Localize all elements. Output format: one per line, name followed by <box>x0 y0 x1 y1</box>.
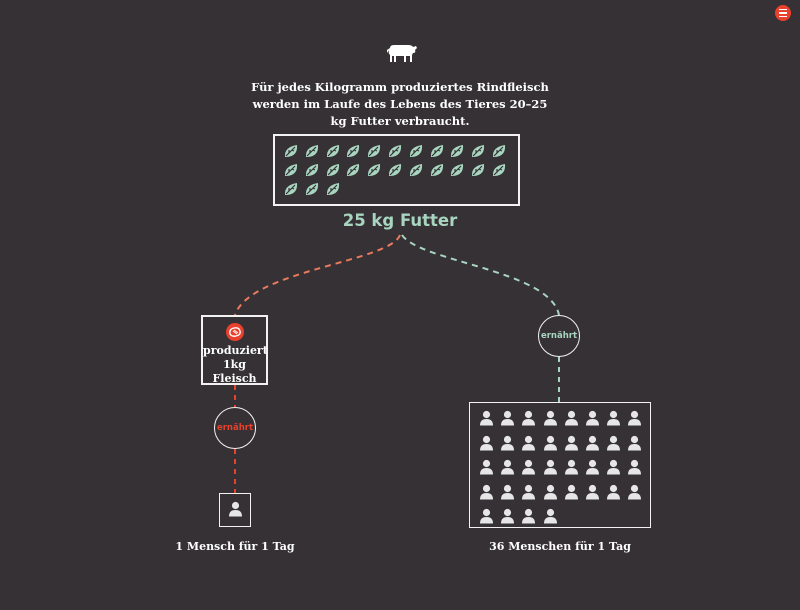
feeds-circle-meat: ernährt <box>214 407 256 449</box>
person-icon <box>480 459 493 475</box>
leaf-icon <box>492 145 506 157</box>
person-icon <box>229 501 242 517</box>
leaf-icon <box>305 164 318 176</box>
person-icon <box>522 435 536 450</box>
menu-icon-bar <box>779 12 787 14</box>
leaf-icon <box>409 145 422 157</box>
leaf-icon <box>451 164 464 176</box>
meat-label-line2: 1kg Fleisch <box>212 358 257 385</box>
person-icon <box>480 508 493 524</box>
meat-box: produziert 1kg Fleisch <box>201 315 268 385</box>
person-icon <box>543 459 557 475</box>
leaf-icon <box>326 183 339 195</box>
person-icon <box>628 484 642 499</box>
person-icon <box>607 484 621 499</box>
steak-icon <box>225 323 244 341</box>
leaf-icon <box>305 183 318 195</box>
leaf-icon <box>305 145 318 157</box>
single-person-box <box>219 493 251 527</box>
person-icon <box>564 459 578 475</box>
feed-box <box>273 134 520 206</box>
intro-text: Für jedes Kilogramm produziertes Rindfle… <box>251 80 549 128</box>
feeds-circle-feed: ernährt <box>538 315 580 357</box>
person-icon <box>543 410 557 426</box>
leaf-icon <box>492 164 506 176</box>
feed-to-people-line <box>401 234 560 316</box>
person-icon <box>628 410 642 426</box>
meat-label-line1: produziert <box>203 344 268 357</box>
leaf-icon <box>347 145 360 157</box>
leaf-icon <box>284 145 298 157</box>
person-icon <box>501 459 515 475</box>
person-icon <box>543 484 557 499</box>
leaf-icon <box>388 145 402 157</box>
leaf-icon <box>368 164 381 176</box>
person-icon <box>564 435 578 450</box>
person-icon <box>501 435 515 450</box>
meat-path-caption: 1 Mensch für 1 Tag <box>175 540 295 553</box>
leaf-icon <box>347 164 360 176</box>
person-icon <box>522 459 536 475</box>
menu-icon-bar <box>779 15 787 18</box>
people-box <box>469 402 651 528</box>
menu-icon-bar <box>779 8 787 11</box>
leaf-icon <box>368 145 381 157</box>
person-icon <box>607 459 621 475</box>
leaf-icon <box>430 145 443 157</box>
feed-path-caption: 36 Menschen für 1 Tag <box>489 540 631 553</box>
person-icon <box>628 459 642 475</box>
person-icon <box>586 410 599 426</box>
person-icon <box>522 484 536 499</box>
person-icon <box>564 484 578 499</box>
person-icon <box>607 410 621 426</box>
person-icon <box>501 484 515 499</box>
leaf-icon <box>430 164 443 176</box>
person-icon <box>501 410 515 426</box>
person-icon <box>522 410 536 426</box>
feed-label: 25 kg Futter <box>342 211 458 230</box>
person-icon <box>586 435 599 450</box>
person-icon <box>501 508 515 524</box>
person-icon <box>564 410 578 426</box>
leaf-icon <box>326 164 339 176</box>
feed-to-meat-line <box>234 234 401 316</box>
person-icon <box>628 435 642 450</box>
person-icon <box>480 410 493 426</box>
leaf-icon <box>388 164 402 176</box>
leaf-icon <box>284 164 298 176</box>
person-icon <box>586 459 599 475</box>
leaf-icon <box>409 164 422 176</box>
leaf-icon <box>472 145 485 157</box>
person-icon <box>586 484 599 499</box>
person-icon <box>480 435 493 450</box>
menu-button[interactable] <box>775 5 791 21</box>
leaf-icon <box>451 145 464 157</box>
leaf-icon <box>284 183 298 195</box>
leaf-icon <box>472 164 485 176</box>
person-icon <box>543 435 557 450</box>
person-icon <box>480 484 493 499</box>
person-icon <box>543 508 557 524</box>
leaf-icon <box>326 145 339 157</box>
person-icon <box>522 508 536 524</box>
person-icon <box>607 435 621 450</box>
cow-icon <box>387 45 417 62</box>
